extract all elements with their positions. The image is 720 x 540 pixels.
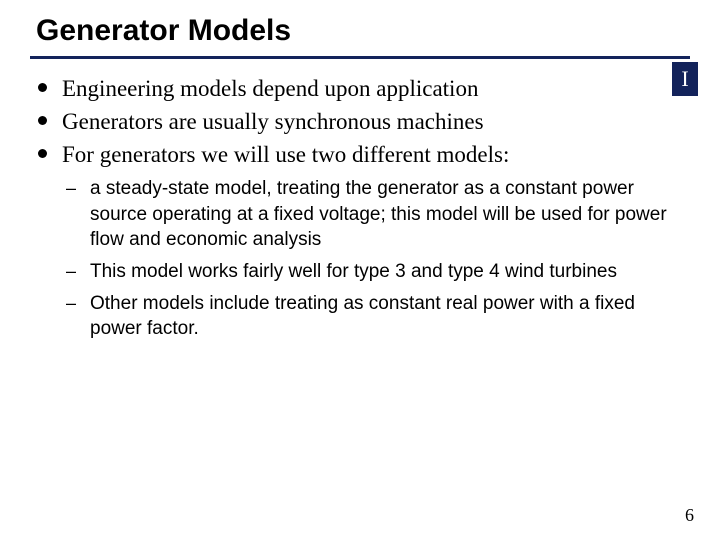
bullet-item: Generators are usually synchronous machi… (36, 106, 690, 137)
sub-bullet-list: a steady-state model, treating the gener… (36, 176, 690, 342)
content-area: Engineering models depend upon applicati… (30, 73, 690, 342)
bullet-item: For generators we will use two different… (36, 139, 690, 170)
sub-bullet-item: This model works fairly well for type 3 … (36, 259, 690, 285)
page-number: 6 (685, 505, 694, 526)
title-underline (30, 56, 690, 59)
bullet-item: Engineering models depend upon applicati… (36, 73, 690, 104)
sub-bullet-item: a steady-state model, treating the gener… (36, 176, 690, 253)
slide: Generator Models I Engineering models de… (0, 0, 720, 540)
main-bullet-list: Engineering models depend upon applicati… (36, 73, 690, 170)
slide-title: Generator Models (36, 14, 690, 48)
sub-bullet-item: Other models include treating as constan… (36, 291, 690, 342)
